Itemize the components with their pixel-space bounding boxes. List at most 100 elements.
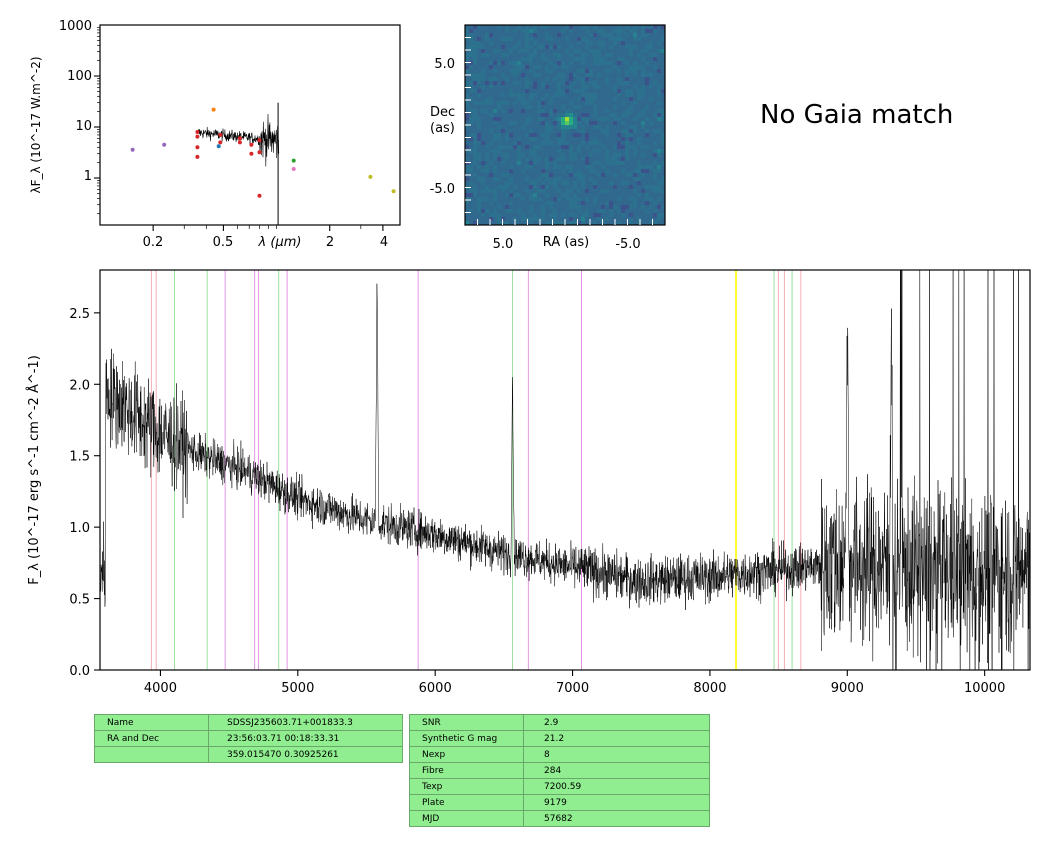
image-pixel [569, 157, 574, 162]
image-pixel [613, 121, 618, 126]
image-pixel [469, 221, 474, 226]
image-pixel [581, 141, 586, 146]
image-pixel [613, 73, 618, 78]
spectrum-ytick-label: 1.0 [69, 521, 90, 536]
image-pixel [589, 205, 594, 210]
image-pixel [565, 201, 570, 206]
image-pixel [525, 41, 530, 46]
image-pixel [653, 141, 658, 146]
image-pixel [545, 113, 550, 118]
sed-ytick-1000: 1000 [59, 19, 92, 34]
image-pixel [641, 189, 646, 194]
image-pixel [565, 209, 570, 214]
image-pixel [545, 169, 550, 174]
image-pixel [501, 169, 506, 174]
image-pixel [573, 189, 578, 194]
image-pixel [625, 53, 630, 58]
image-pixel [485, 169, 490, 174]
image-pixel [473, 81, 478, 86]
image-pixel [501, 81, 506, 86]
image-pixel [577, 149, 582, 154]
image-pixel [605, 73, 610, 78]
image-pixel [493, 37, 498, 42]
image-pixel [557, 169, 562, 174]
image-pixel [497, 45, 502, 50]
image-pixel [613, 33, 618, 38]
image-pixel [597, 141, 602, 146]
image-pixel [565, 149, 570, 154]
image-pixel [633, 213, 638, 218]
image-pixel [513, 49, 518, 54]
image-pixel [473, 165, 478, 170]
image-pixel [493, 69, 498, 74]
image-pixel [493, 85, 498, 90]
image-pixel [589, 217, 594, 222]
image-pixel [497, 65, 502, 70]
image-pixel [525, 157, 530, 162]
image-pixel [525, 141, 530, 146]
table-value: 2.9 [523, 714, 710, 731]
image-xlabel: RA (as) [543, 235, 589, 250]
image-pixel [505, 193, 510, 198]
image-pixel [629, 101, 634, 106]
image-pixel [469, 113, 474, 118]
image-pixel [573, 117, 578, 122]
image-pixel [481, 161, 486, 166]
image-pixel [525, 205, 530, 210]
image-pixel [473, 117, 478, 122]
image-pixel [485, 29, 490, 34]
image-pixel [517, 85, 522, 90]
image-pixel [605, 137, 610, 142]
image-pixel [637, 25, 642, 30]
image-pixel [489, 93, 494, 98]
image-pixel [637, 33, 642, 38]
image-pixel [557, 77, 562, 82]
image-pixel [581, 109, 586, 114]
image-pixel [477, 37, 482, 42]
image-pixel [501, 85, 506, 90]
image-pixel [593, 137, 598, 142]
image-pixel [653, 157, 658, 162]
image-pixel [541, 45, 546, 50]
image-pixel [477, 105, 482, 110]
image-pixel [621, 37, 626, 42]
image-pixel [565, 141, 570, 146]
image-pixel [473, 93, 478, 98]
image-pixel [549, 161, 554, 166]
image-pixel [521, 85, 526, 90]
image-pixel [585, 73, 590, 78]
image-pixel [485, 73, 490, 78]
image-pixel [553, 213, 558, 218]
image-pixel [545, 29, 550, 34]
image-pixel [477, 41, 482, 46]
image-pixel [629, 69, 634, 74]
image-pixel [485, 177, 490, 182]
image-pixel [497, 125, 502, 130]
image-pixel [605, 149, 610, 154]
image-pixel [465, 201, 470, 206]
image-pixel [649, 57, 654, 62]
image-pixel [501, 185, 506, 190]
image-pixel [521, 69, 526, 74]
image-pixel [537, 125, 542, 130]
image-pixel [537, 33, 542, 38]
spectrum-xtick-label: 8000 [693, 681, 726, 696]
image-pixel [477, 181, 482, 186]
image-pixel [629, 197, 634, 202]
image-pixel [633, 129, 638, 134]
image-pixel [649, 133, 654, 138]
image-pixel [469, 133, 474, 138]
image-pixel [485, 57, 490, 62]
image-pixel [517, 121, 522, 126]
image-pixel [477, 121, 482, 126]
image-pixel [649, 105, 654, 110]
image-pixel [601, 33, 606, 38]
image-pixel [533, 121, 538, 126]
image-pixel [553, 77, 558, 82]
image-pixel [477, 69, 482, 74]
image-pixel [645, 129, 650, 134]
image-pixel [517, 201, 522, 206]
image-pixel [569, 161, 574, 166]
image-pixel [509, 101, 514, 106]
image-pixel [537, 49, 542, 54]
